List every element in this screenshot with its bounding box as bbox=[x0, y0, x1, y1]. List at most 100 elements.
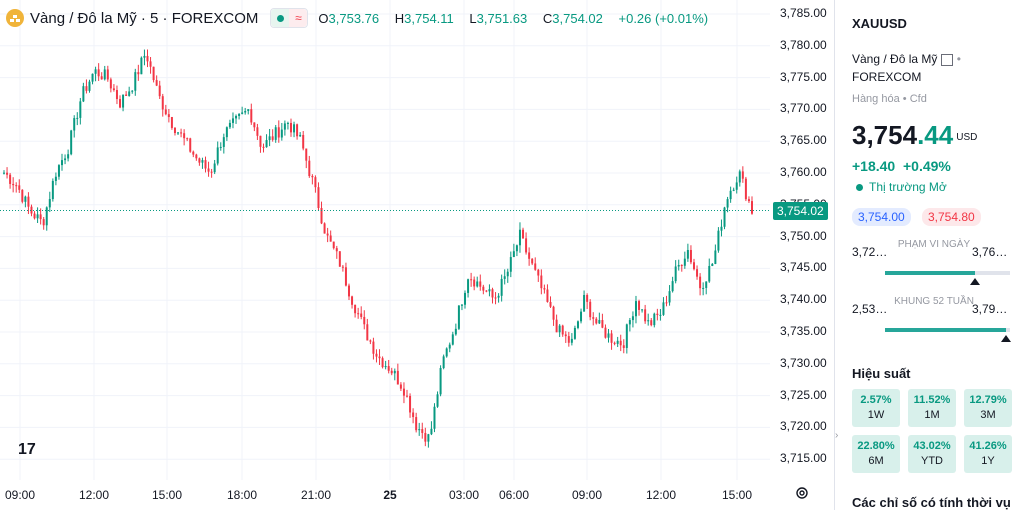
candle-body bbox=[531, 258, 534, 264]
exchange-name: FOREXCOM bbox=[852, 70, 922, 84]
candle-body bbox=[387, 366, 390, 371]
candlestick-plot[interactable] bbox=[0, 0, 770, 480]
candle-body bbox=[439, 368, 442, 395]
chart-title[interactable]: Vàng / Đô la Mỹ · 5 · FOREXCOM bbox=[30, 9, 259, 27]
price-axis[interactable]: 3,785.00 3,780.00 3,775.00 3,770.00 3,765.00… bbox=[770, 0, 834, 480]
candle-body bbox=[305, 148, 308, 161]
candle-body bbox=[705, 281, 708, 288]
performance-cell[interactable]: 12.79% 3M bbox=[964, 389, 1012, 427]
candle-body bbox=[119, 99, 122, 108]
candle-body bbox=[610, 333, 613, 343]
candle-body bbox=[665, 302, 668, 304]
candle-body bbox=[543, 288, 546, 290]
performance-period: 6M bbox=[868, 455, 884, 467]
candle-body bbox=[433, 406, 436, 429]
candle-body bbox=[692, 262, 695, 270]
candle-body bbox=[751, 201, 753, 214]
candle-body bbox=[488, 289, 491, 292]
candle-body bbox=[738, 171, 741, 183]
candle-body bbox=[30, 206, 33, 214]
time-tick-label: 12:00 bbox=[78, 488, 110, 502]
candle-body bbox=[122, 94, 125, 108]
performance-period: YTD bbox=[921, 455, 943, 467]
performance-value: 22.80% bbox=[857, 440, 895, 452]
candle-body bbox=[293, 124, 296, 133]
candle-body bbox=[399, 384, 402, 389]
candle-body bbox=[137, 72, 140, 75]
candle-body bbox=[552, 306, 555, 320]
low-value: 3,751.63 bbox=[476, 10, 528, 26]
candle-body bbox=[509, 257, 512, 272]
candle-body bbox=[409, 395, 412, 413]
candle-body bbox=[659, 314, 662, 316]
change-value: +0.26 (+0.01%) bbox=[618, 10, 709, 26]
candle-body bbox=[45, 207, 48, 226]
candle-body bbox=[653, 313, 656, 326]
performance-cell[interactable]: 11.52% 1M bbox=[908, 389, 956, 427]
price-tick-label: 3,770.00 bbox=[780, 101, 827, 116]
candle-body bbox=[647, 320, 650, 322]
candle-body bbox=[598, 320, 601, 324]
candle-body bbox=[390, 370, 393, 374]
candle-body bbox=[152, 66, 155, 81]
candle-body bbox=[396, 370, 399, 385]
candle-body bbox=[607, 333, 610, 338]
candle-body bbox=[88, 81, 91, 91]
candle-body bbox=[470, 279, 473, 281]
candle-body bbox=[21, 189, 24, 202]
performance-cell[interactable]: 2.57% 1W bbox=[852, 389, 900, 427]
collapse-panel-icon[interactable]: › bbox=[835, 430, 839, 441]
candle-body bbox=[592, 317, 595, 319]
current-price-tag: 3,754.02 bbox=[773, 202, 828, 220]
tradingview-logo[interactable]: 17 bbox=[18, 441, 36, 458]
candle-body bbox=[271, 136, 274, 140]
time-tick-label: 09:00 bbox=[4, 488, 36, 502]
candle-body bbox=[323, 223, 326, 234]
external-link-icon[interactable] bbox=[941, 53, 954, 66]
candle-body bbox=[482, 286, 485, 291]
seasonals-title[interactable]: Các chỉ số có tính thời vụ bbox=[852, 495, 1011, 510]
day-range-low: 3,72… bbox=[852, 245, 888, 259]
symbol-details-panel: XAUUSD Vàng / Đô la Mỹ • FOREXCOM Hàng h… bbox=[842, 0, 1024, 510]
candle-body bbox=[625, 324, 628, 348]
candle-body bbox=[729, 190, 732, 200]
candle-body bbox=[82, 86, 85, 102]
candle-body bbox=[686, 249, 689, 259]
time-axis[interactable]: 09:00 12:00 15:00 18:00 21:00 25 03:00 06:00 09:… bbox=[0, 484, 834, 508]
ask-price[interactable]: 3,754.80 bbox=[922, 208, 981, 226]
bid-price[interactable]: 3,754.00 bbox=[852, 208, 911, 226]
candle-body bbox=[616, 340, 619, 344]
high-value: 3,754.11 bbox=[404, 10, 454, 26]
candle-body bbox=[619, 340, 622, 346]
performance-cell[interactable]: 41.26% 1Y bbox=[964, 435, 1012, 473]
performance-cell[interactable]: 43.02% YTD bbox=[908, 435, 956, 473]
market-status-pill[interactable]: ≈ bbox=[270, 8, 309, 28]
chart-area[interactable]: Vàng / Đô la Mỹ · 5 · FOREXCOM ≈ O3,753.… bbox=[0, 0, 834, 510]
candle-body bbox=[6, 172, 9, 175]
candle-body bbox=[36, 214, 39, 219]
candle-body bbox=[253, 122, 256, 128]
week52-range-high: 3,79… bbox=[972, 302, 1008, 316]
candle-body bbox=[277, 127, 280, 138]
candle-body bbox=[558, 325, 561, 333]
settings-icon[interactable] bbox=[795, 486, 809, 505]
candle-body bbox=[33, 213, 36, 219]
candle-body bbox=[73, 118, 76, 131]
candle-body bbox=[274, 127, 277, 140]
symbol-name[interactable]: XAUUSD bbox=[852, 16, 907, 31]
candle-body bbox=[338, 251, 341, 267]
time-tick-label: 06:00 bbox=[498, 488, 530, 502]
candle-body bbox=[167, 114, 170, 118]
candle-body bbox=[537, 269, 540, 276]
candle-body bbox=[555, 319, 558, 333]
candle-body bbox=[39, 214, 42, 220]
candle-body bbox=[228, 122, 231, 128]
candle-body bbox=[314, 177, 317, 188]
performance-cell[interactable]: 22.80% 6M bbox=[852, 435, 900, 473]
candle-body bbox=[183, 133, 186, 139]
day-range-high: 3,76… bbox=[972, 245, 1008, 259]
candle-body bbox=[296, 124, 299, 137]
candle-body bbox=[146, 55, 149, 62]
candle-body bbox=[268, 136, 271, 141]
candle-body bbox=[424, 432, 427, 442]
